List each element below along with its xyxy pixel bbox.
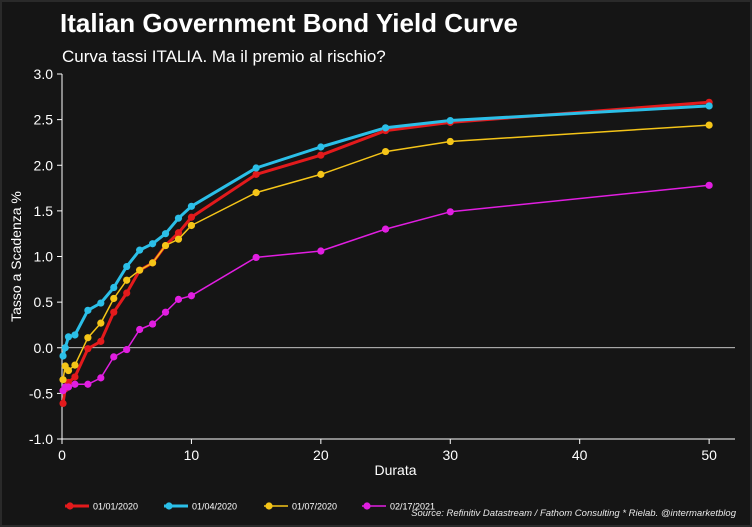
data-point [71,373,79,381]
legend-label: 02/17/2021 [390,502,435,512]
legend: 01/01/2020 01/04/2020 01/07/2020 02/17/2021 [65,502,435,512]
data-point [161,308,170,316]
data-point [317,170,325,178]
data-point [446,116,454,125]
series-points [59,98,713,408]
y-tick-label: 0.0 [34,340,54,356]
legend-swatch-marker [363,502,371,510]
data-point [317,151,325,159]
data-point [148,259,157,267]
y-tick-label: 2.5 [34,112,54,128]
data-point [84,380,92,388]
data-point [174,229,183,237]
data-point [174,295,183,303]
data-point [187,213,196,221]
y-tick-label: -0.5 [29,385,53,401]
data-point [97,299,105,307]
data-point [187,202,196,210]
data-point [252,253,260,262]
data-point [97,319,105,327]
y-tick-label: 1.5 [34,203,54,219]
data-point [317,247,325,255]
x-tick-label: 50 [701,447,717,463]
data-point [252,189,260,197]
series-lines [61,100,710,404]
y-tick-label: 3.0 [34,66,54,82]
data-point [84,345,92,353]
data-point [705,121,713,129]
data-point [64,383,73,391]
y-tick-label: 2.0 [34,157,54,173]
data-point [97,337,105,345]
data-point [148,240,157,248]
data-point [71,331,79,339]
data-point [59,352,67,360]
x-axis-title: Durata [374,462,416,478]
y-tick-label: -1.0 [29,431,53,447]
x-tick-label: 10 [184,447,200,463]
series-line-4 [62,184,710,391]
data-point [84,334,92,342]
chart-title: Italian Government Bond Yield Curve [60,8,518,38]
y-tick-label: 0.5 [34,294,54,310]
data-point [110,308,118,316]
legend-swatch-marker [66,502,74,510]
data-point [187,221,196,230]
y-axis-title: Tasso a Scadenza % [8,191,24,322]
data-point [59,376,67,384]
data-point [174,214,183,222]
data-point [97,374,105,382]
data-point [446,208,454,216]
data-point [110,353,118,361]
series-line-3 [62,124,710,380]
data-point [705,102,713,110]
data-point [252,170,260,178]
legend-swatch-marker [165,502,173,510]
data-point [123,345,131,354]
x-tick-label: 40 [572,447,588,463]
data-point [705,181,713,189]
data-point [161,230,170,238]
data-point [174,235,183,243]
data-point [110,294,118,303]
data-point [381,124,390,132]
data-point [71,380,79,388]
data-point [61,344,69,352]
legend-label: 01/07/2020 [292,502,337,512]
data-point [148,320,157,328]
data-point [252,164,260,172]
data-point [381,225,390,233]
data-point [123,276,131,284]
data-point [110,283,118,292]
legend-label: 01/01/2020 [93,502,138,512]
data-point [123,289,131,297]
data-point [136,266,144,274]
chart-subtitle: Curva tassi ITALIA. Ma il premio al risc… [62,47,386,66]
data-point [136,246,144,254]
data-point [446,137,454,146]
legend-swatch-marker [265,502,273,510]
data-point [64,366,73,375]
data-point [187,292,196,300]
data-point [71,361,79,369]
data-point [161,241,170,250]
data-point [64,333,73,341]
data-point [84,306,92,314]
axes: -1.0 -0.5 0.0 0.5 1.0 1.5 2.0 2.5 3.0 0 10 20 30 40 50… [8,66,735,478]
data-point [317,143,325,151]
data-point [381,147,390,156]
legend-label: 01/04/2020 [192,502,237,512]
x-tick-label: 0 [58,447,66,463]
data-point [123,262,131,271]
source-note: Source: Refinitiv Datastream / Fathom Co… [411,508,736,519]
x-tick-label: 20 [313,447,329,463]
data-point [136,325,144,334]
y-tick-label: 1.0 [34,249,54,265]
x-tick-label: 30 [442,447,458,463]
data-point [59,399,67,408]
